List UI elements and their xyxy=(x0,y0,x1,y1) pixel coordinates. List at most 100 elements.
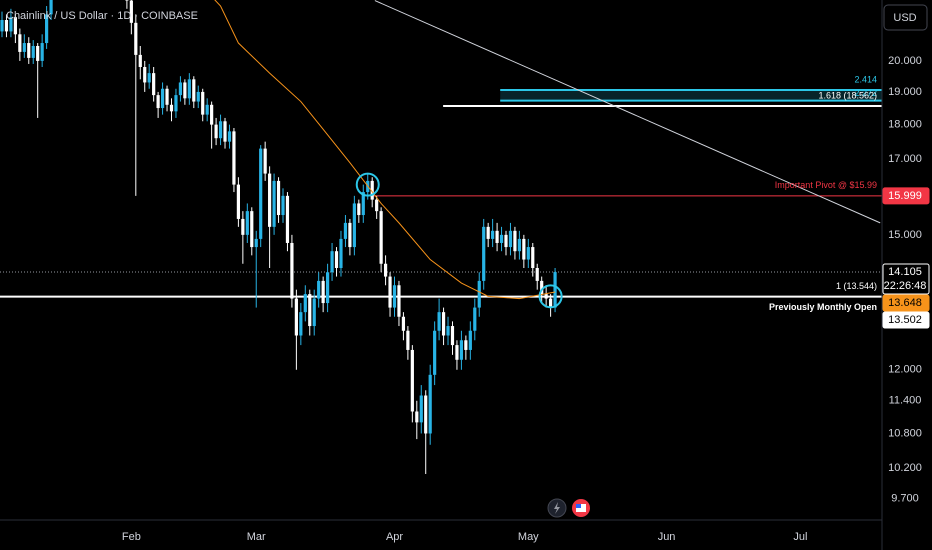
candle-body xyxy=(446,326,450,336)
candle-body xyxy=(268,173,272,227)
candle-body xyxy=(433,330,437,375)
candle-body xyxy=(326,272,330,304)
candle-body xyxy=(450,326,455,346)
candle-body xyxy=(477,280,481,308)
price-tag-label: 13.648 xyxy=(888,297,922,309)
fib-label: 2.414 xyxy=(854,74,877,84)
candle-body xyxy=(214,124,218,139)
candle-body xyxy=(495,230,499,243)
candle-body xyxy=(517,238,521,252)
candle-body xyxy=(522,238,526,260)
candle-body xyxy=(143,66,147,83)
candle-body xyxy=(513,230,517,252)
y-tick-label: 15.000 xyxy=(888,229,922,241)
candle-body xyxy=(361,192,365,216)
y-tick-label: 10.800 xyxy=(888,427,922,439)
candle-body xyxy=(134,22,138,55)
x-tick-label: Jul xyxy=(793,531,807,543)
candle-body xyxy=(125,0,129,1)
candle-body xyxy=(0,20,4,32)
candle-body xyxy=(9,17,13,32)
candle-body xyxy=(187,79,191,99)
candle-body xyxy=(290,242,294,299)
candle-body xyxy=(379,211,383,264)
currency-button[interactable] xyxy=(883,4,928,31)
candle-body xyxy=(272,180,276,227)
level-label: 1.618 (18.562) xyxy=(818,90,877,100)
currency[interactable]: USD xyxy=(893,12,916,24)
price-tag xyxy=(882,263,930,295)
candle-body xyxy=(13,17,17,35)
candle-body xyxy=(205,104,209,115)
candle-body xyxy=(424,395,428,434)
candle-body xyxy=(160,88,165,109)
lightning xyxy=(554,502,560,514)
candle-body xyxy=(4,20,9,32)
y-tick-label: 19.000 xyxy=(888,86,922,98)
candle-body xyxy=(348,222,352,248)
x-tick-label: Apr xyxy=(386,531,403,543)
x-tick-label: Mar xyxy=(247,531,266,543)
candle-body xyxy=(147,73,151,83)
candle-body xyxy=(334,251,339,268)
candle-body xyxy=(218,121,223,139)
candle-body xyxy=(441,312,446,336)
candle-body xyxy=(27,43,31,58)
price-tag-label: 14.105 xyxy=(888,266,922,278)
price-tag-label: 15.999 xyxy=(888,190,922,202)
price-tag xyxy=(882,311,930,329)
candle-body xyxy=(383,263,388,277)
candle-body xyxy=(419,395,423,423)
candle-body xyxy=(241,218,245,235)
level-label: Important Pivot @ $15.99 xyxy=(775,180,877,190)
candle-body xyxy=(174,95,178,112)
candle-body xyxy=(428,374,432,434)
candle-body xyxy=(36,45,40,61)
price-tag-label: 13.502 xyxy=(888,314,922,326)
candle-body xyxy=(303,294,307,313)
candle-body xyxy=(201,91,205,115)
candle-body xyxy=(375,199,379,212)
chart-title: Chainlink / US Dollar · 1D · COINBASE xyxy=(6,10,198,22)
candle-body xyxy=(223,121,227,142)
candle-body xyxy=(263,148,267,174)
candle-body xyxy=(415,411,419,423)
y-tick-label: 12.000 xyxy=(888,364,922,376)
candle-body xyxy=(535,267,539,281)
price-tag xyxy=(882,187,930,205)
candle-body xyxy=(169,104,174,112)
candle-body xyxy=(370,180,374,200)
candle-body xyxy=(49,0,53,15)
candle-body xyxy=(357,203,361,216)
level-label: 1 (13.544) xyxy=(836,281,877,291)
candle-body xyxy=(245,211,249,235)
bottom-icons xyxy=(547,498,590,518)
y-tick-label: 17.000 xyxy=(888,153,922,165)
candle-body xyxy=(455,345,459,360)
candle-body xyxy=(392,285,397,308)
candle-body xyxy=(294,298,298,336)
candle-body xyxy=(401,316,406,331)
candle-body xyxy=(308,294,312,327)
candle-body xyxy=(45,14,49,44)
moving-average xyxy=(214,0,556,300)
candle-body xyxy=(437,312,441,331)
fib-zone xyxy=(500,90,882,101)
candle-body xyxy=(196,91,200,102)
candle-body xyxy=(138,54,142,67)
candle-body xyxy=(299,312,303,336)
candle-body xyxy=(129,0,133,23)
candle-body xyxy=(317,280,321,299)
plot-area xyxy=(0,0,882,474)
x-tick-label: May xyxy=(518,531,539,543)
candle-body xyxy=(339,238,343,268)
candle-body xyxy=(18,34,22,52)
y-tick-label: 10.200 xyxy=(888,462,922,474)
candle-body xyxy=(250,211,254,248)
candle-body xyxy=(165,88,169,105)
candle-body xyxy=(178,82,183,96)
candle-body xyxy=(406,330,410,350)
